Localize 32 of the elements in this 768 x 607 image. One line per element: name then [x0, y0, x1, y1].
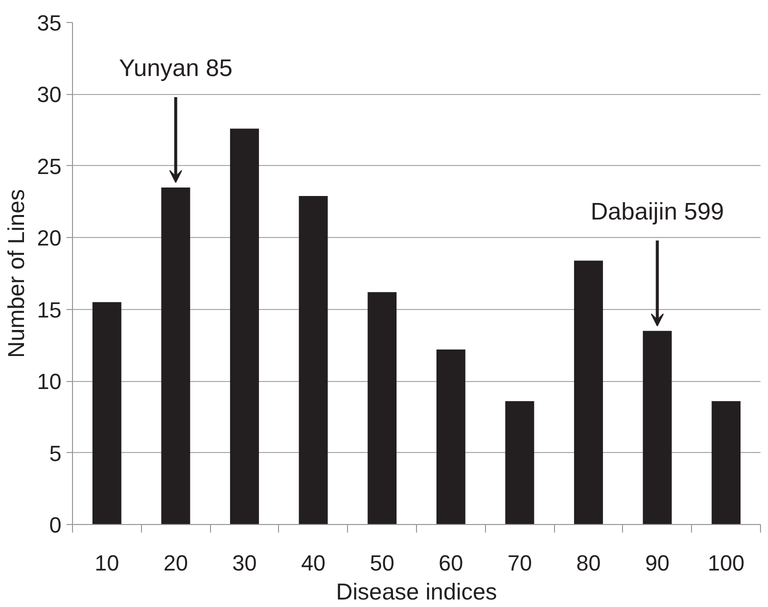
bar	[712, 401, 741, 524]
annotation: Dabaijin 599	[590, 198, 724, 226]
y-tick-label: 35	[37, 10, 62, 36]
x-tick-label: 90	[645, 550, 670, 576]
bar	[642, 330, 672, 524]
y-tick-label: 20	[37, 226, 62, 251]
y-tick-label: 5	[49, 440, 62, 466]
y-tick-label: 15	[37, 297, 62, 322]
x-tick-label: 10	[94, 550, 120, 576]
x-tick-label: 100	[708, 550, 744, 576]
x-tick-label: 70	[507, 550, 532, 576]
bar	[574, 260, 603, 524]
y-axis-title: Number of Lines	[3, 189, 30, 358]
y-tick-label: 25	[37, 154, 62, 179]
bar	[368, 292, 397, 524]
y-tick-label: 10	[37, 369, 62, 394]
bar	[436, 350, 466, 524]
x-axis-title: Disease indices	[336, 578, 498, 604]
y-tick-label: 30	[37, 82, 62, 108]
bar	[161, 187, 190, 524]
bar	[505, 401, 534, 524]
y-tick-label: 0	[49, 512, 62, 538]
x-tick-label: 50	[370, 550, 394, 576]
annotation: Yunyan 85	[118, 55, 232, 82]
x-tick-label: 30	[232, 550, 257, 576]
x-tick-label: 20	[163, 550, 188, 576]
x-tick-label: 60	[438, 550, 464, 576]
x-tick-label: 80	[576, 550, 601, 576]
x-tick-label: 40	[301, 550, 326, 576]
bar	[92, 302, 122, 524]
bar	[230, 128, 259, 524]
bar	[298, 196, 328, 524]
